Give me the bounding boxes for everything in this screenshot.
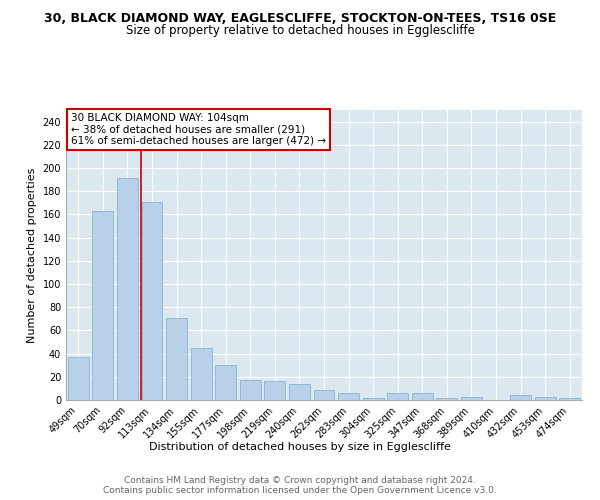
Bar: [314, 390, 334, 400]
Text: 30 BLACK DIAMOND WAY: 104sqm
← 38% of detached houses are smaller (291)
61% of s: 30 BLACK DIAMOND WAY: 104sqm ← 38% of de…: [71, 113, 326, 146]
Text: Size of property relative to detached houses in Egglescliffe: Size of property relative to detached ho…: [125, 24, 475, 37]
Bar: [117, 178, 138, 400]
Bar: [559, 398, 580, 400]
Bar: [265, 382, 286, 400]
Bar: [387, 393, 408, 400]
Bar: [92, 211, 113, 400]
Bar: [142, 202, 163, 400]
Bar: [289, 384, 310, 400]
Bar: [412, 393, 433, 400]
Bar: [510, 396, 531, 400]
Text: Contains HM Land Registry data © Crown copyright and database right 2024.
Contai: Contains HM Land Registry data © Crown c…: [103, 476, 497, 495]
Bar: [436, 398, 457, 400]
Bar: [191, 348, 212, 400]
Bar: [68, 357, 89, 400]
Bar: [166, 318, 187, 400]
Bar: [240, 380, 261, 400]
Text: 30, BLACK DIAMOND WAY, EAGLESCLIFFE, STOCKTON-ON-TEES, TS16 0SE: 30, BLACK DIAMOND WAY, EAGLESCLIFFE, STO…: [44, 12, 556, 26]
Bar: [461, 396, 482, 400]
Bar: [215, 365, 236, 400]
Bar: [362, 398, 383, 400]
Y-axis label: Number of detached properties: Number of detached properties: [27, 168, 37, 342]
Bar: [338, 393, 359, 400]
Bar: [535, 396, 556, 400]
Text: Distribution of detached houses by size in Egglescliffe: Distribution of detached houses by size …: [149, 442, 451, 452]
